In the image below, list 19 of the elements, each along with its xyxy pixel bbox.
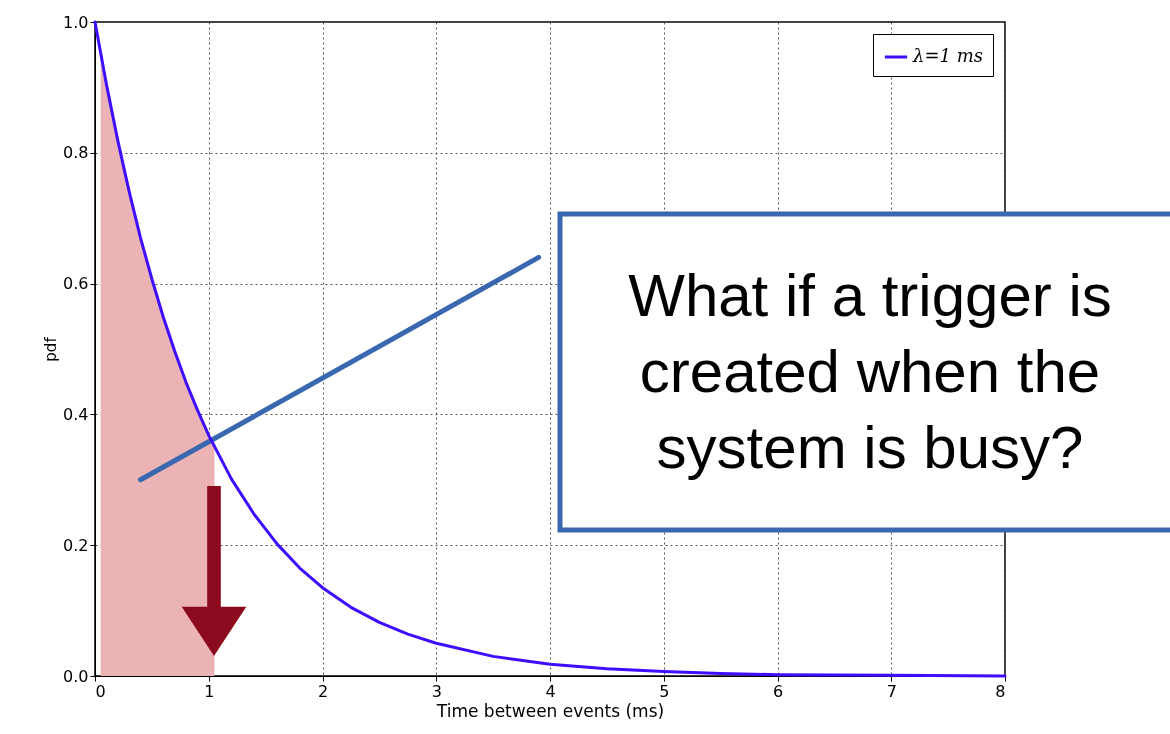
x-tick-label: 0: [95, 681, 106, 701]
annotation: What if a trigger is created when the system is busy?: [628, 262, 1112, 481]
y-axis-title: pdf: [42, 336, 61, 362]
y-tick-label: 0.4: [63, 404, 89, 424]
x-tick-label: 2: [317, 681, 329, 701]
x-tick-label: 1: [204, 681, 215, 701]
legend-label: λ=1 ms: [912, 45, 983, 66]
y-tick-label: 0.2: [63, 535, 89, 555]
y-tick-label: 0.0: [63, 666, 89, 686]
x-tick-label: 5: [659, 681, 670, 701]
x-tick-label: 8: [995, 681, 1006, 701]
x-tick-label: 4: [545, 681, 556, 701]
y-tick-label: 0.8: [63, 143, 89, 163]
x-tick-label: 6: [772, 681, 784, 701]
x-axis-title: Time between events (ms): [435, 700, 665, 721]
y-tick-label: 0.6: [63, 274, 89, 294]
y-tick-label: 1.0: [63, 12, 89, 32]
x-tick-label: 7: [886, 681, 897, 701]
x-tick-label: 3: [431, 681, 442, 701]
